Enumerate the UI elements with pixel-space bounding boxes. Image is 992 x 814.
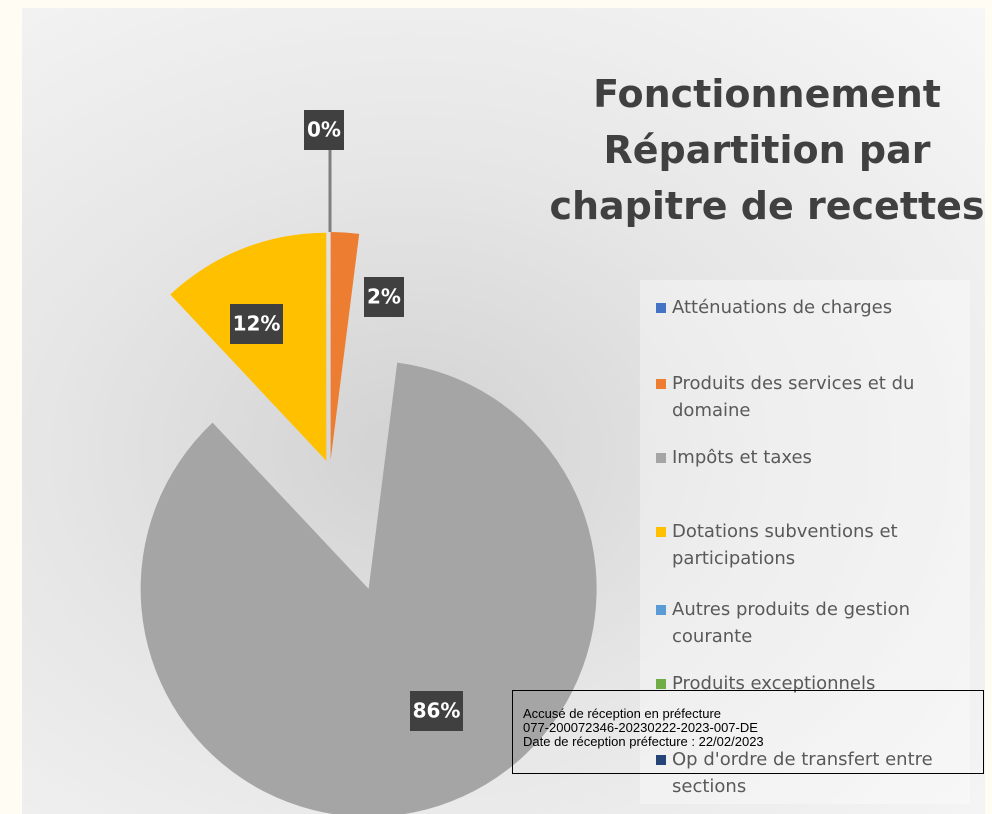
pie-slice	[170, 232, 327, 461]
title-line: Fonctionnement	[593, 72, 941, 116]
legend-entry: Atténuations de charges	[656, 294, 972, 321]
legend-label: Produits exceptionnels	[672, 673, 876, 694]
legend-label: Autres produits de gestion courante	[672, 599, 910, 647]
pie-slice	[140, 362, 597, 814]
legend-label: Produits des services et du domaine	[672, 373, 915, 421]
data-label: 12%	[233, 312, 281, 336]
data-label: 2%	[367, 285, 401, 309]
legend-entry: Produits des services et du domaine	[656, 370, 972, 424]
stamp-line: 077-200072346-20230222-2023-007-DE	[523, 720, 758, 735]
stamp-line: Date de réception préfecture : 22/02/202…	[523, 734, 764, 749]
legend-swatch	[656, 527, 666, 537]
stamp: Accusé de réception en préfecture 077-200…	[512, 690, 984, 774]
legend-entry: Op d'ordre de transfert entre sections	[656, 746, 972, 800]
legend: Atténuations de charges Produits des serv…	[640, 280, 970, 804]
chart-title: Fonctionnement Répartition par chapitre de…	[542, 66, 985, 234]
legend-entry: Dotations subventions et participations	[656, 518, 972, 572]
legend-label: Atténuations de charges	[672, 297, 893, 318]
chart-area: 0% 2% 86% 12% Fonctionnement Répartition par…	[22, 8, 985, 814]
legend-entry: Produits exceptionnels	[656, 670, 972, 697]
legend-entry: Autres produits de gestion courante	[656, 596, 972, 650]
data-label-box	[304, 110, 344, 150]
data-label-box	[364, 277, 404, 317]
data-label: 0%	[307, 118, 341, 142]
pie-slice	[330, 232, 360, 461]
legend-swatch	[656, 679, 666, 689]
legend-swatch	[656, 453, 666, 463]
data-label: 86%	[413, 699, 461, 723]
title-line: Répartition par	[603, 128, 931, 172]
legend-label: Op d'ordre de transfert entre sections	[672, 749, 933, 797]
legend-label: Dotations subventions et participations	[672, 521, 898, 569]
data-label-box	[230, 304, 283, 344]
legend-swatch	[656, 605, 666, 615]
legend-swatch	[656, 303, 666, 313]
stamp-line: Accusé de réception en préfecture	[523, 706, 722, 721]
legend-label: Impôts et taxes	[672, 447, 812, 468]
title-line: chapitre de recettes	[549, 184, 985, 228]
legend-entry: Impôts et taxes	[656, 444, 972, 471]
legend-swatch	[656, 379, 666, 389]
data-label-box	[410, 691, 463, 731]
pie-chart: 0% 2% 86% 12%	[140, 110, 597, 814]
legend-swatch	[656, 755, 666, 765]
